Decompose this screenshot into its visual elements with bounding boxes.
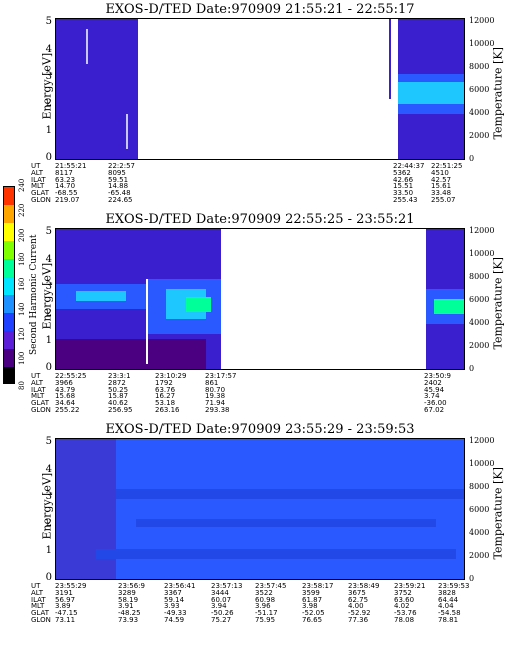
panel-1-ytick: 1 [45, 125, 52, 136]
panel-3-ytick: 4 [45, 464, 52, 475]
colorbar-tick: 160 [18, 277, 26, 291]
panel-3-ytick: 3 [45, 491, 52, 502]
info-row-labels: UT ALT ILAT MLT GLAT GLON [31, 582, 51, 624]
panel-1-heatmap [56, 19, 464, 159]
panel-1-ytick: 3 [45, 71, 52, 82]
info-column: 21:55:21 8117 63.23 14.70 -68.55 219.07 [55, 162, 87, 204]
panel-1-y2tick: 12000 [469, 16, 495, 25]
info-column: 23:56:41 3367 59.14 3.93 -49.33 74.59 [164, 582, 196, 624]
panel-3-y2tick: 12000 [469, 436, 495, 445]
colorbar-tick: 120 [18, 327, 26, 341]
panel-3-y2label: Temperature [K] [491, 467, 505, 560]
panel-2-title: EXOS-D/TED Date:970909 22:55:25 - 23:55:… [105, 212, 415, 227]
panel-2-ylabel: Energy [eV] [40, 262, 54, 330]
info-column: 23:58:49 3675 62.75 4.00 -52.92 77.36 [348, 582, 380, 624]
panel-2-ytick: 2 [45, 308, 52, 319]
panel-2-y2tick: 0 [469, 364, 475, 373]
info-column: 22:55:25 3966 43.79 15.68 34.64 255.22 [55, 372, 87, 414]
panel-2-y2label: Temperature [K] [491, 257, 505, 350]
panel-3-y2tick: 10000 [469, 459, 495, 468]
info-column: 23:17:57 861 80.70 19.38 71.94 293.38 [205, 372, 237, 414]
panel-2-ytick: 1 [45, 335, 52, 346]
panel-2-heatmap [56, 229, 464, 369]
panel-1-y2tick: 8000 [469, 62, 490, 71]
info-column: 22:2:57 8095 59.51 14.88 -65.48 224.65 [108, 162, 135, 204]
panel-3-heatmap [56, 439, 464, 579]
info-column: 23:50:9 2402 45.94 3.74 -36.00 67.02 [424, 372, 451, 414]
info-column: 23:59:53 3828 64.44 4.04 -54.58 78.81 [438, 582, 470, 624]
panel-1-ytick: 5 [45, 16, 52, 27]
panel-1-y2label: Temperature [K] [491, 47, 505, 140]
panel-1-y2tick: 2000 [469, 131, 490, 140]
panel-3-y2tick: 6000 [469, 505, 490, 514]
panel-2-y2tick: 2000 [469, 341, 490, 350]
panel-1-y2tick: 10000 [469, 39, 495, 48]
panel-3-title: EXOS-D/TED Date:970909 23:55:29 - 23:59:… [105, 422, 415, 437]
colorbar [3, 186, 15, 384]
panel-1-y2tick: 4000 [469, 108, 490, 117]
panel-2-y2tick: 12000 [469, 226, 495, 235]
info-column: 23:55:29 3191 56.97 3.89 -47.15 73.11 [55, 582, 87, 624]
colorbar-tick: 180 [18, 252, 26, 267]
info-column: 22:51:25 4510 42.57 15.61 33.48 255.07 [431, 162, 463, 204]
panel-2-y2tick: 8000 [469, 272, 490, 281]
panel-1-y2tick: 6000 [469, 85, 490, 94]
info-column: 23:58:17 3599 61.87 3.98 -52.05 76.65 [302, 582, 334, 624]
info-row-labels: UT ALT ILAT MLT GLAT GLON [31, 372, 51, 414]
colorbar-tick: 220 [18, 203, 26, 217]
info-column: 23:56:9 3289 58.19 3.91 -48.25 73.93 [118, 582, 145, 624]
panel-2-ytick: 4 [45, 254, 52, 265]
colorbar-tick: 200 [18, 228, 26, 242]
panel-1-title: EXOS-D/TED Date:970909 21:55:21 - 22:55:… [105, 2, 415, 17]
panel-1-ytick: 2 [45, 98, 52, 109]
panel-2-y2tick: 6000 [469, 295, 490, 304]
info-column: 23:57:45 3522 60.98 3.96 -51.17 75.95 [255, 582, 287, 624]
panel-2-ytick: 3 [45, 281, 52, 292]
panel-3-y2tick: 8000 [469, 482, 490, 491]
panel-1-ytick: 0 [45, 152, 52, 163]
panel-3-ytick: 1 [45, 545, 52, 556]
colorbar-tick: 80 [18, 381, 26, 390]
panel-2-ytick: 5 [45, 226, 52, 237]
panel-3-y2tick: 2000 [469, 551, 490, 560]
info-column: 23:3:1 2872 50.25 15.87 40.62 256.95 [108, 372, 133, 414]
panel-3-y2tick: 0 [469, 574, 475, 583]
panel-2-y2tick: 10000 [469, 249, 495, 258]
panel-2-ytick: 0 [45, 362, 52, 373]
colorbar-tick: 240 [18, 178, 26, 192]
colorbar-tick: 100 [18, 351, 26, 366]
panel-1-ylabel: Energy [eV] [40, 52, 54, 120]
panel-1-y2tick: 0 [469, 154, 475, 163]
info-column: 22:44:37 5362 42.66 15.51 33.50 255.43 [393, 162, 425, 204]
panel-3-ytick: 0 [45, 572, 52, 583]
panel-1-plot [55, 18, 465, 160]
panel-2-y2tick: 4000 [469, 318, 490, 327]
info-row-labels: UT ALT ILAT MLT GLAT GLON [31, 162, 51, 204]
panel-3-ylabel: Energy [eV] [40, 472, 54, 540]
panel-3-ytick: 2 [45, 518, 52, 529]
info-column: 23:59:21 3752 63.60 4.02 -53.76 78.08 [394, 582, 426, 624]
info-column: 23:57:13 3444 60.07 3.94 -50.26 75.27 [211, 582, 243, 624]
panel-2-plot [55, 228, 465, 370]
colorbar-tick: 140 [18, 302, 26, 316]
panel-1-ytick: 4 [45, 44, 52, 55]
panel-3-ytick: 5 [45, 436, 52, 447]
panel-3-plot [55, 438, 465, 580]
panel-3-y2tick: 4000 [469, 528, 490, 537]
info-column: 23:10:29 1792 63.76 16.27 53.18 263.16 [155, 372, 187, 414]
